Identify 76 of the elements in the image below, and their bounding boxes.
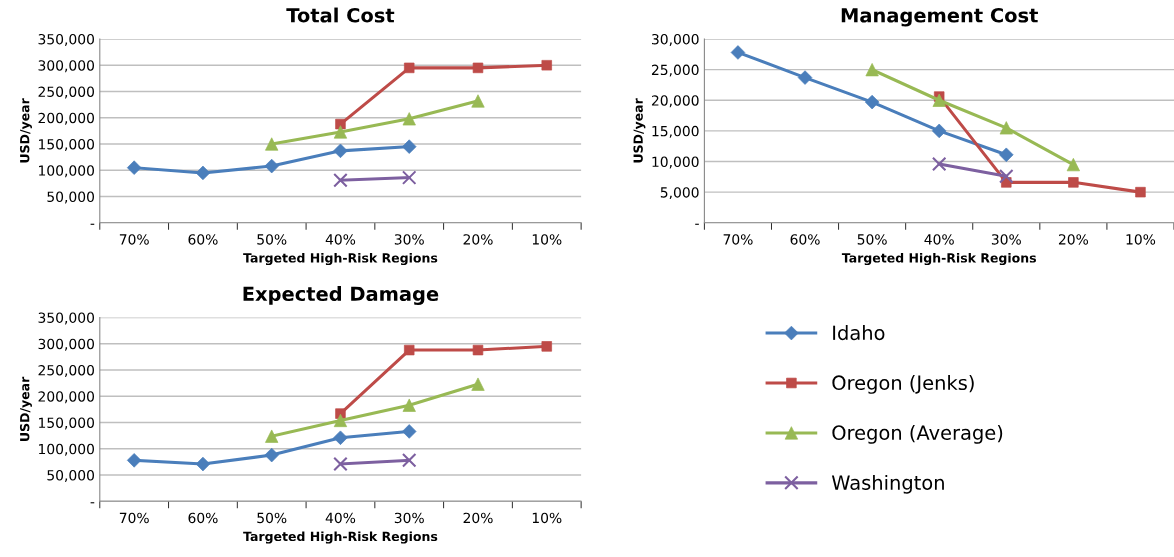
y-tick-label: 150,000 — [39, 138, 95, 151]
y-tick-label: 350,000 — [38, 312, 95, 325]
y-tick-label: 350,000 — [38, 33, 95, 46]
y-tick-label: 300,000 — [38, 60, 95, 73]
point — [797, 70, 813, 85]
y-tick-label: 200,000 — [38, 112, 95, 125]
point — [932, 93, 946, 107]
point — [402, 424, 417, 439]
y-tick-label: - — [90, 223, 95, 225]
y-tick-label: 250,000 — [38, 86, 95, 99]
point — [999, 168, 1014, 184]
point — [931, 156, 947, 172]
point — [541, 60, 552, 71]
y-tick-label: - — [90, 502, 95, 504]
y-axis-title: USD/year — [19, 98, 32, 163]
point — [333, 143, 348, 159]
x-tick-label: 30% — [991, 234, 1021, 245]
point — [404, 62, 415, 74]
x-tick-label: 30% — [394, 512, 424, 524]
x-tick-label: 60% — [188, 512, 218, 524]
x-tick-label: 60% — [790, 234, 820, 245]
x-tick-label: 40% — [325, 234, 356, 245]
x-axis-title: Targeted High-Risk Regions — [243, 252, 438, 266]
point — [333, 456, 348, 472]
x-axis-title: Targeted High-Risk Regions — [243, 531, 438, 544]
x-tick-label: 70% — [119, 512, 149, 524]
y-axis-title: USD/year — [633, 98, 646, 163]
point — [264, 447, 279, 463]
y-tick-label: 50,000 — [47, 191, 95, 204]
point — [404, 344, 415, 356]
chart-title: Total Cost — [286, 7, 395, 23]
x-tick-label: 20% — [463, 234, 493, 245]
legend-label: Washington — [831, 474, 944, 494]
x-tick-label: 40% — [924, 234, 954, 245]
y-tick-label: 50,000 — [47, 470, 95, 482]
point — [333, 413, 348, 428]
y-tick-label: 15,000 — [652, 125, 699, 138]
y-tick-label: 10,000 — [652, 156, 699, 169]
point — [333, 172, 348, 188]
x-tick-label: 70% — [723, 234, 753, 245]
y-tick-label: 250,000 — [38, 364, 95, 377]
legend-label: Idaho — [833, 325, 885, 341]
y-tick-label: 100,000 — [39, 165, 95, 178]
x-tick-label: 10% — [1126, 234, 1156, 245]
y-tick-label: 150,000 — [39, 417, 95, 430]
legend-label: Oregon (Average) — [832, 424, 1003, 444]
y-tick-label: - — [695, 223, 699, 225]
x-axis-title: Targeted High-Risk Regions — [841, 252, 1036, 266]
point — [126, 160, 142, 175]
y-tick-label: 30,000 — [652, 33, 699, 46]
y-axis-title: USD/year — [19, 376, 32, 441]
y-tick-label: 25,000 — [651, 64, 699, 77]
x-tick-label: 50% — [857, 234, 887, 245]
x-tick-label: 70% — [119, 234, 149, 245]
x-tick-label: 40% — [325, 512, 356, 524]
legend-label: Oregon (Jenks) — [832, 375, 974, 394]
y-tick-label: 5,000 — [660, 187, 699, 200]
x-tick-label: 60% — [188, 234, 218, 245]
y-tick-label: 100,000 — [39, 443, 95, 456]
y-tick-label: 300,000 — [38, 338, 95, 351]
chart-title: Expected Damage — [243, 286, 439, 306]
x-tick-label: 10% — [532, 234, 562, 245]
y-tick-label: 20,000 — [651, 95, 699, 108]
x-tick-label: 10% — [532, 512, 562, 524]
y-tick-label: 200,000 — [38, 391, 95, 404]
point — [126, 453, 142, 468]
point — [472, 62, 484, 74]
x-tick-label: 20% — [1058, 234, 1089, 245]
chart-title: Management Cost — [841, 7, 1038, 27]
x-tick-label: 30% — [394, 234, 424, 245]
point — [401, 453, 417, 468]
x-tick-label: 50% — [257, 512, 287, 524]
x-tick-label: 20% — [463, 512, 493, 524]
point — [472, 344, 484, 356]
x-tick-label: 50% — [257, 234, 287, 245]
point — [401, 170, 417, 185]
